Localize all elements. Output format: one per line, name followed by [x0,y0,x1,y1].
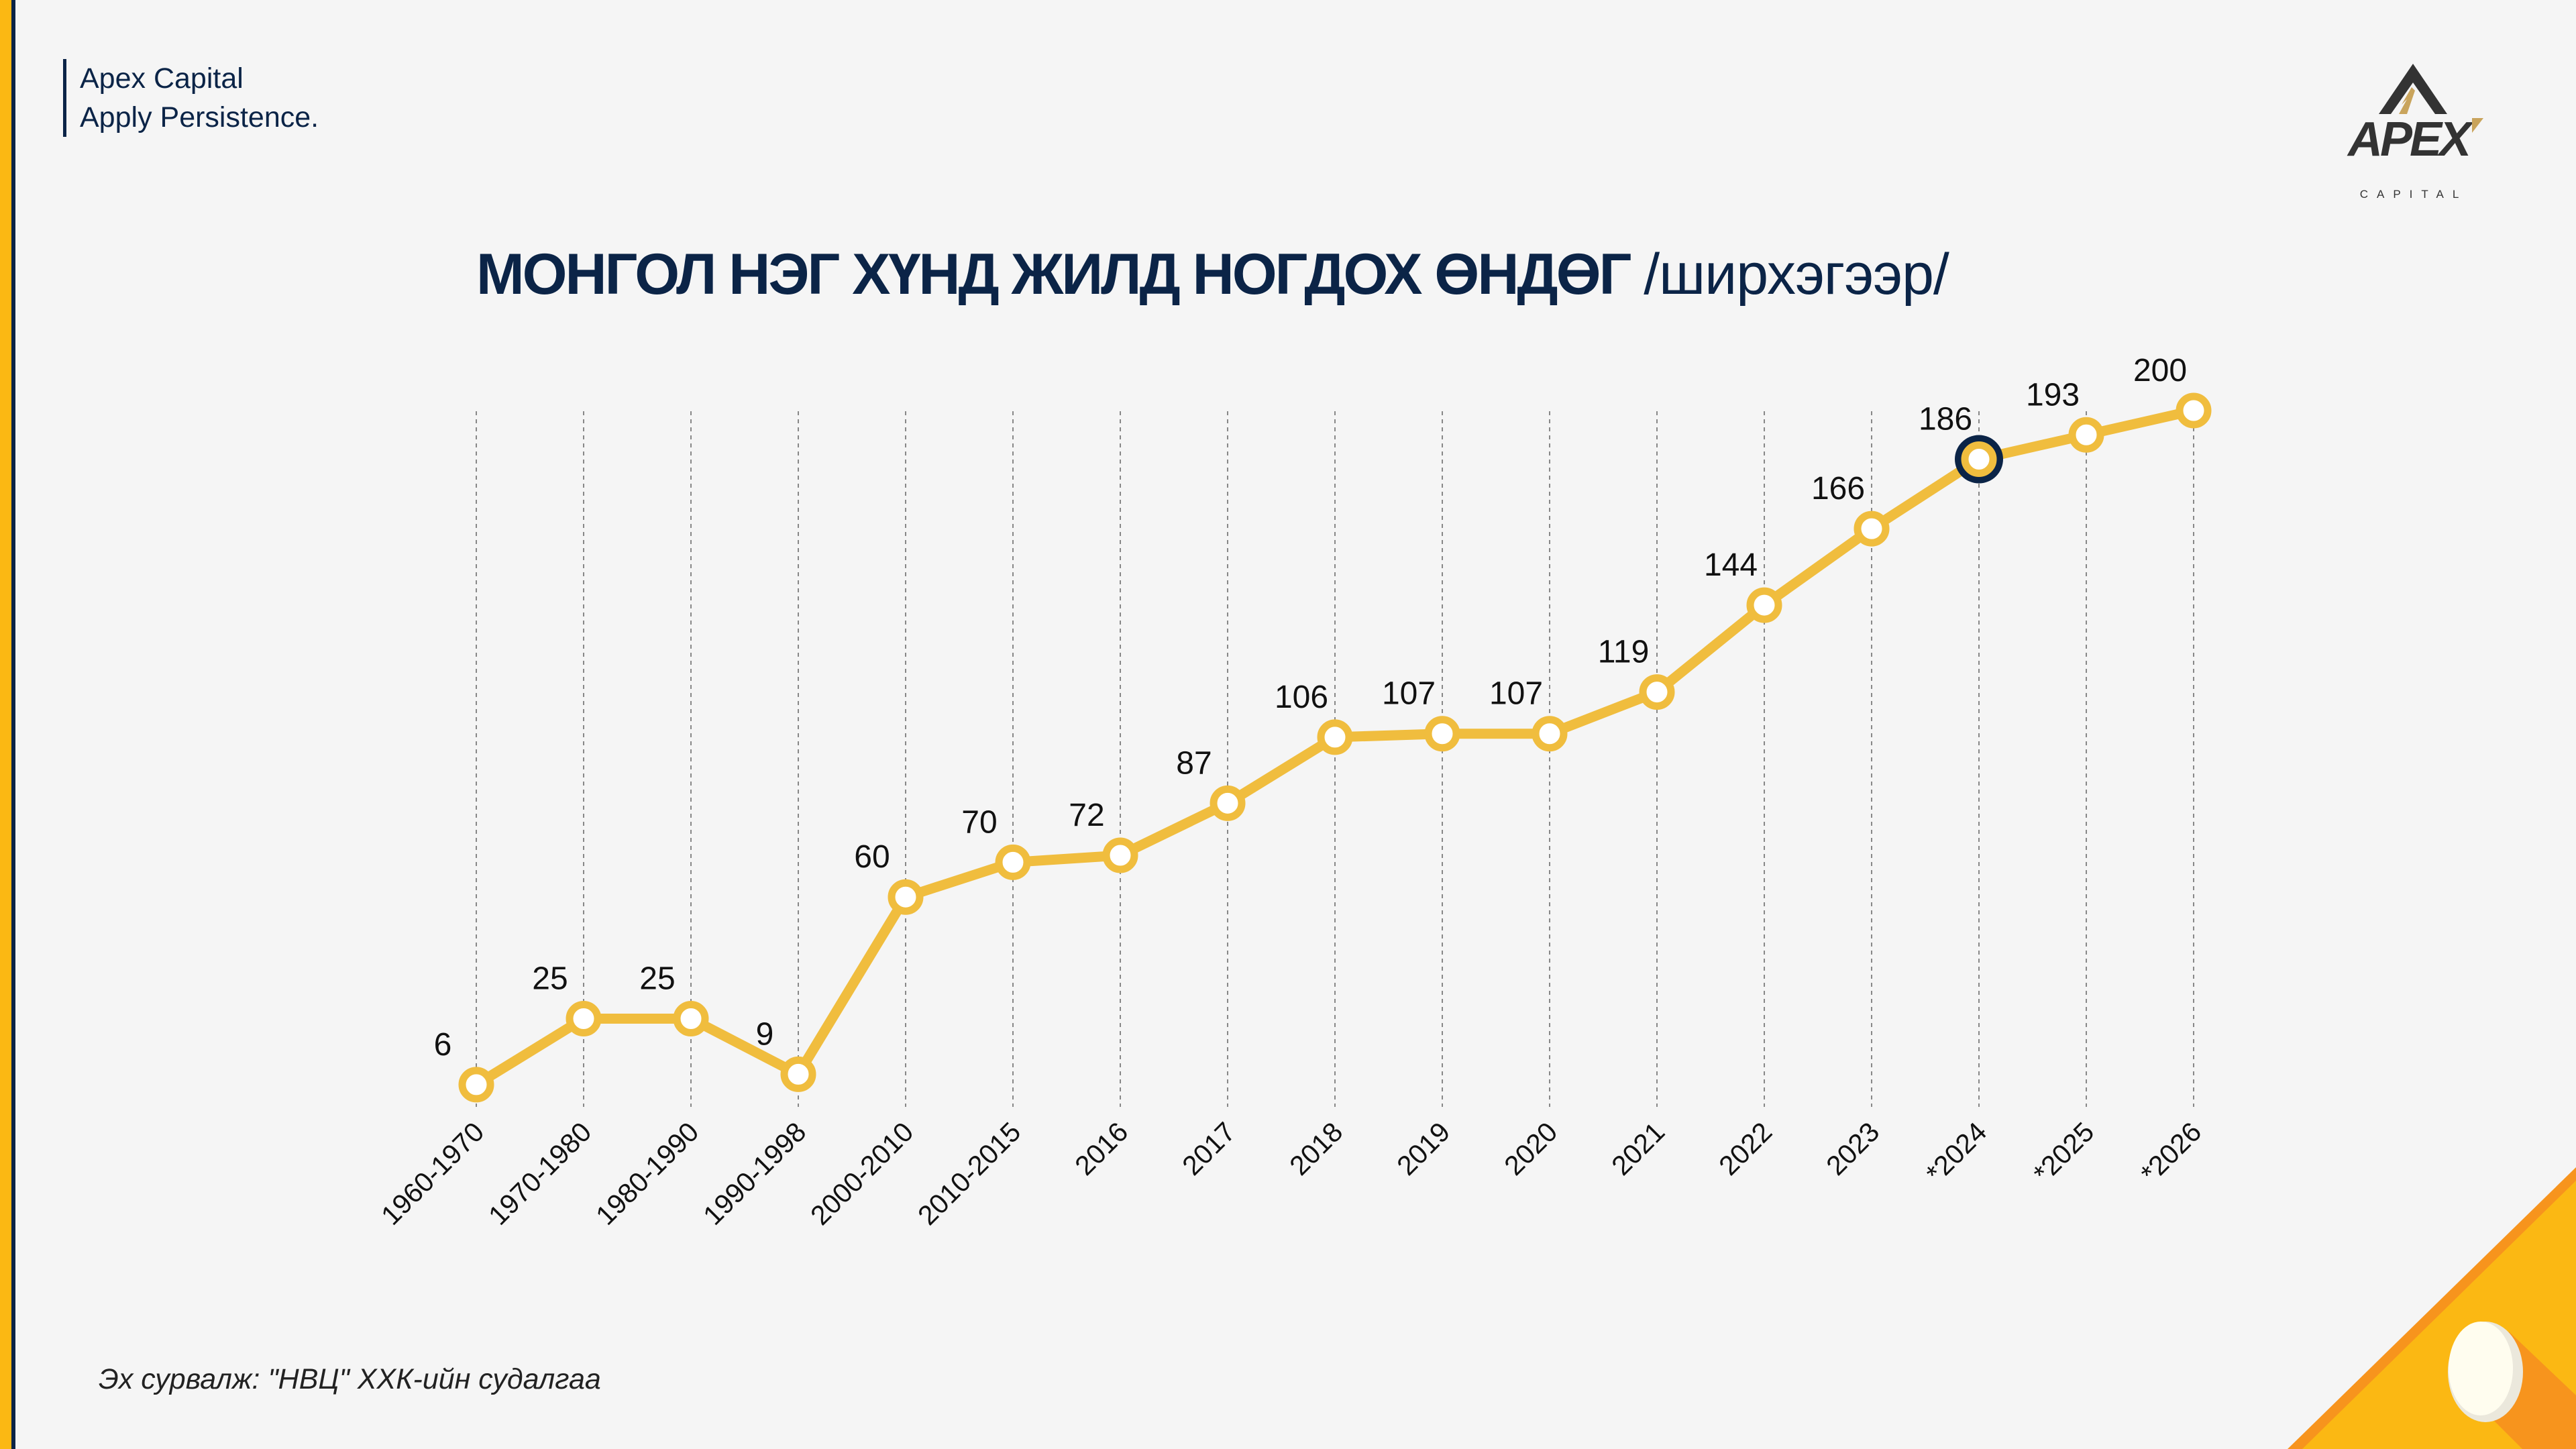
data-label: 25 [532,961,568,997]
left-accent-strip [0,0,11,1449]
data-point [1961,441,1997,478]
data-label: 6 [434,1027,452,1063]
source-note: Эх сурвалж: "НВЦ" ХХК-ийн судалгаа [99,1363,601,1395]
data-point [1317,719,1353,755]
brand-block: Apex Capital Apply Persistence. [63,59,319,137]
apex-logo: APEX CAPITAL [2347,64,2483,201]
data-label: 70 [961,804,997,840]
data-point [2068,417,2104,453]
data-label: 186 [1919,402,1972,437]
data-point [1639,674,1675,710]
data-point [458,1067,494,1103]
data-label: 9 [756,1016,774,1052]
data-label: 200 [2133,353,2187,388]
data-label: 144 [1704,547,1758,583]
data-point [995,844,1031,880]
logo-text: APEX [2347,113,2474,166]
data-label: 193 [2026,377,2080,413]
data-point [1424,716,1460,752]
logo-subtext: CAPITAL [2360,188,2468,201]
data-label: 72 [1069,798,1104,833]
left-navy-strip [11,0,15,1449]
egg-icon [2448,1322,2523,1422]
chart-title-unit: /ширхэгээр/ [1644,242,1949,307]
data-label: 87 [1176,745,1212,781]
data-point [1532,716,1568,752]
data-label: 166 [1811,471,1865,506]
data-label: 25 [639,961,675,997]
data-point [888,879,924,915]
data-point [1854,511,1890,547]
data-point [1210,785,1246,821]
data-point [1102,837,1138,873]
data-point [780,1056,816,1092]
data-label: 106 [1275,680,1328,715]
data-label: 60 [854,839,890,875]
brand-name: Apex Capital [80,62,244,95]
data-point [2176,392,2212,429]
data-label: 119 [1598,635,1650,670]
data-label: 107 [1489,676,1543,712]
chart-title-main: МОНГОЛ НЭГ ХҮНД ЖИЛД НОГДОХ ӨНДӨГ [476,242,1631,307]
data-point [1746,587,1782,623]
data-label: 107 [1382,676,1436,712]
chart-title: МОНГОЛ НЭГ ХҮНД ЖИЛД НОГДОХ ӨНДӨГ /ширхэ… [476,241,1949,308]
brand-tagline: Apply Persistence. [80,101,319,133]
data-point [673,1001,709,1036]
data-point [566,1001,602,1036]
